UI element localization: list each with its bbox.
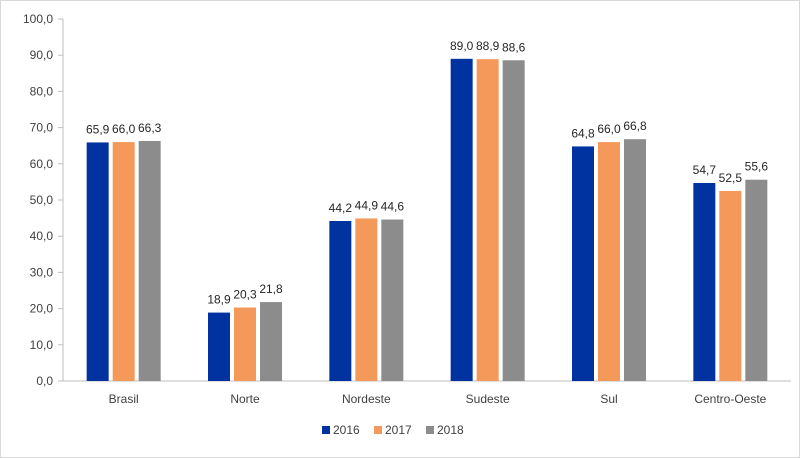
data-label-2018: 55,6 — [745, 160, 769, 174]
data-label-2017: 20,3 — [233, 288, 257, 302]
legend-swatch-2016 — [322, 426, 330, 434]
legend-swatch-2017 — [374, 426, 382, 434]
bar-2016 — [86, 142, 109, 381]
y-tick-label: 20,0 — [30, 302, 54, 316]
x-category-label: Sudeste — [466, 392, 510, 406]
data-labels: 65,9 18,9 44,2 89,0 64,8 54,7 66,0 20,3 44,9 88,9… — [86, 39, 768, 307]
bar-2018 — [381, 219, 404, 381]
y-tick-label: 60,0 — [30, 157, 54, 171]
data-label-2016: 65,9 — [86, 122, 110, 136]
legend-label-2018: 2018 — [437, 423, 464, 437]
y-tick-label: 80,0 — [30, 84, 54, 98]
y-tick-label: 0,0 — [36, 374, 53, 388]
x-category-label: Brasil — [109, 392, 139, 406]
bar-2017 — [234, 307, 256, 381]
bar-2018 — [138, 140, 161, 381]
bar-2017 — [476, 59, 499, 381]
x-category-label: Sul — [600, 392, 617, 406]
data-label-2017: 66,0 — [597, 122, 621, 136]
y-tick-label: 50,0 — [30, 193, 54, 207]
bar-2016 — [329, 220, 352, 381]
legend-label-2017: 2017 — [385, 423, 412, 437]
data-label-2016: 64,8 — [571, 126, 595, 140]
y-tick-label: 40,0 — [30, 229, 54, 243]
bar-2017 — [598, 142, 620, 381]
y-tick-label: 10,0 — [30, 338, 54, 352]
bar-2018 — [260, 302, 282, 381]
bar-2016 — [572, 146, 594, 381]
bar-2018 — [624, 139, 646, 381]
data-label-2016: 54,7 — [693, 163, 717, 177]
data-label-2018: 88,6 — [502, 40, 526, 54]
bar-2016 — [693, 182, 716, 381]
data-label-2018: 21,8 — [259, 282, 283, 296]
x-category-label: Norte — [230, 392, 260, 406]
bar-2017 — [355, 218, 378, 381]
y-axis: 0,0 10,0 20,0 30,0 40,0 50,0 60,0 70,0 80,0 90,0 1… — [23, 12, 64, 388]
bar-2018 — [502, 60, 525, 381]
data-label-2018: 66,8 — [623, 119, 647, 133]
legend-swatch-2018 — [426, 426, 434, 434]
y-tick-label: 30,0 — [30, 265, 54, 279]
bar-2016 — [450, 58, 473, 381]
data-label-2016: 44,2 — [329, 201, 353, 215]
x-axis: Brasil Norte Nordeste Sudeste Sul Centro-Oest… — [63, 380, 791, 406]
data-label-2016: 18,9 — [207, 293, 231, 307]
bar-2017 — [112, 142, 135, 381]
bars — [86, 58, 768, 381]
data-label-2017: 66,0 — [112, 122, 136, 136]
data-label-2016: 89,0 — [450, 39, 474, 53]
data-label-2017: 44,9 — [355, 198, 379, 212]
legend-label-2016: 2016 — [333, 423, 360, 437]
y-tick-label: 100,0 — [23, 12, 53, 26]
data-label-2017: 52,5 — [719, 171, 743, 185]
x-category-label: Nordeste — [342, 392, 391, 406]
data-label-2018: 66,3 — [138, 121, 162, 135]
bar-2018 — [745, 179, 768, 381]
bar-2016 — [208, 312, 230, 381]
data-label-2017: 88,9 — [476, 39, 500, 53]
bar-2017 — [719, 190, 742, 381]
legend: 2016 2017 2018 — [322, 423, 464, 437]
y-tick-label: 70,0 — [30, 121, 54, 135]
x-category-label: Centro-Oeste — [694, 392, 766, 406]
y-tick-label: 90,0 — [30, 48, 54, 62]
data-label-2018: 44,6 — [381, 200, 405, 214]
